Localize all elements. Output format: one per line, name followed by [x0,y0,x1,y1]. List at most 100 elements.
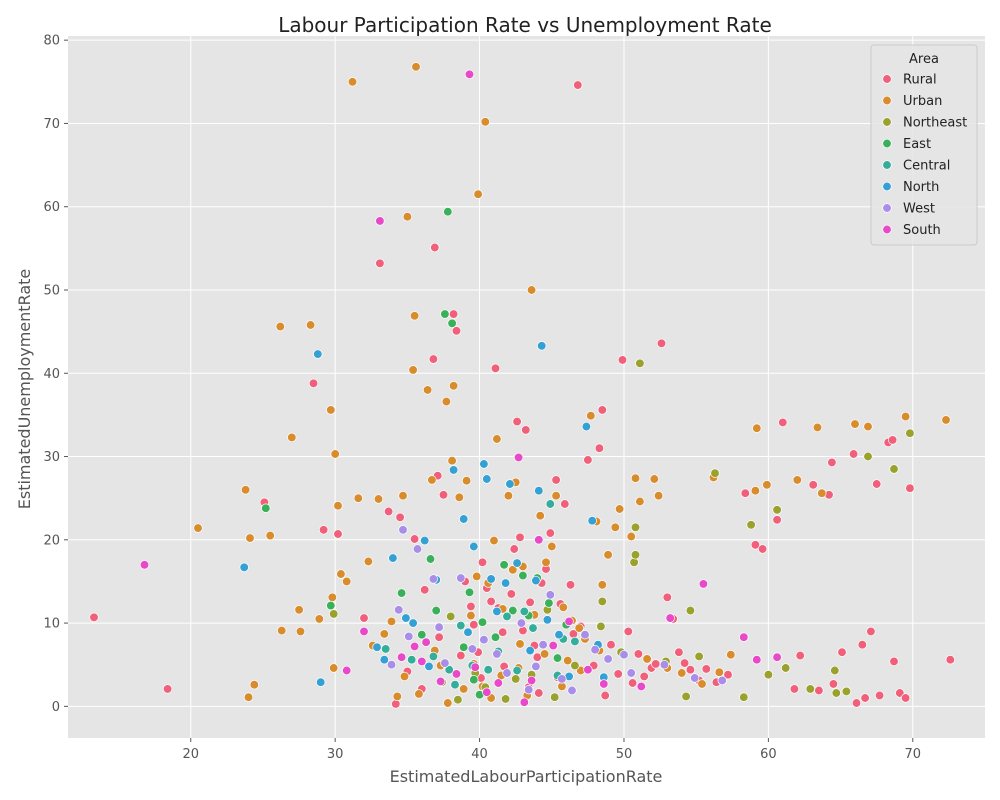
point-rural [874,690,885,701]
point-north [408,618,418,628]
point-south [564,616,574,627]
point-northeast [453,695,463,705]
point-northeast [905,428,915,438]
legend: Area Rural Urban Northeast East Central North… [870,44,978,246]
point-northeast [746,520,756,530]
point-north [448,465,459,475]
point-urban [363,556,374,567]
point-north [424,661,434,672]
point-northeast [685,605,696,616]
point-urban [489,535,499,546]
point-east [477,617,488,627]
point-north [239,562,249,572]
point-north [463,627,473,637]
point-urban [597,580,607,590]
point-urban [329,663,339,673]
legend-label-central: Central [903,159,950,174]
point-north [492,606,502,617]
y-tick-label: 40 [43,367,60,382]
point-north [401,613,411,623]
point-urban [295,626,306,637]
point-central [456,620,466,631]
point-urban [427,475,437,485]
point-northeast [710,468,720,478]
point-central [519,606,529,617]
point-rural [308,378,319,388]
point-rural [866,626,876,637]
point-rural [789,684,800,694]
point-east [443,207,453,217]
point-east [518,570,528,581]
legend-label-urban: Urban [903,94,942,109]
point-northeast [500,694,511,704]
point-south [409,641,420,652]
point-northeast [763,670,774,680]
point-urban [392,691,402,702]
point-urban [551,491,561,501]
point-urban [275,321,285,332]
point-urban [336,569,346,579]
point-urban [399,671,410,682]
point-urban [466,610,476,621]
point-west [398,525,408,535]
point-urban [697,679,707,689]
y-tick-label: 20 [43,533,60,548]
point-urban [447,456,457,466]
x-tick-label: 50 [616,747,633,762]
point-west [619,650,629,660]
point-urban [441,396,452,407]
point-north [505,479,515,489]
legend-marker-rural [882,74,892,84]
point-north [372,642,382,652]
point-central [450,680,460,690]
point-east [464,587,475,597]
point-central [512,665,522,676]
point-urban [330,449,340,459]
point-urban [472,571,482,582]
point-central [545,499,555,509]
point-rural [945,655,955,665]
point-northeast [629,557,639,567]
point-rural [466,601,476,612]
point-rural [778,417,788,428]
point-rural [486,596,496,607]
point-rural [438,490,449,500]
point-rural [512,416,522,427]
point-urban [603,550,613,560]
y-tick-label: 80 [43,34,60,49]
point-rural [518,625,528,636]
point-rural [515,532,525,542]
point-urban [610,522,620,532]
point-northeast [805,684,815,694]
point-urban [461,476,472,486]
point-urban [408,365,418,375]
point-east [396,588,407,598]
point-urban [265,530,275,541]
point-urban [398,491,408,501]
point-urban [762,480,772,490]
point-rural [395,512,405,522]
legend-label-west: West [903,202,935,217]
point-central [407,655,417,665]
point-west [412,544,423,554]
point-urban [305,320,316,330]
y-tick-label: 0 [52,700,60,715]
point-urban [326,405,336,415]
point-northeast [781,663,791,673]
point-urban [314,614,324,624]
point-south [417,656,427,667]
point-rural [359,613,369,623]
point-north [554,630,564,640]
point-rural [633,649,644,659]
point-west [557,674,567,684]
point-rural [606,640,616,650]
point-rural [448,309,459,319]
point-rural [565,580,576,590]
point-south [421,637,431,647]
point-rural [600,690,610,701]
point-rural [573,80,583,90]
point-west [502,668,512,678]
point-west [590,645,600,655]
point-urban [547,541,557,552]
legend-marker-north [882,181,892,192]
